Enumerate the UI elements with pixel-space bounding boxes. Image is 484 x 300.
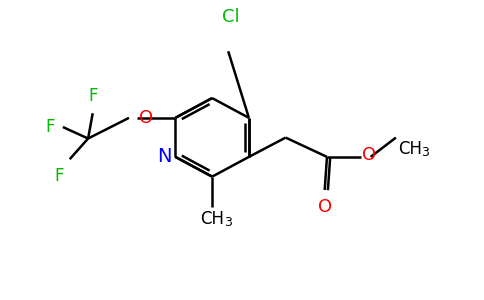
Text: O: O: [139, 109, 153, 127]
Text: CH: CH: [398, 140, 422, 158]
Text: Cl: Cl: [222, 8, 239, 26]
Text: N: N: [157, 147, 172, 167]
Text: O: O: [363, 146, 377, 164]
Text: F: F: [88, 87, 97, 105]
Text: F: F: [55, 167, 64, 185]
Text: 3: 3: [421, 146, 429, 159]
Text: F: F: [45, 118, 55, 136]
Text: CH: CH: [200, 210, 224, 228]
Text: 3: 3: [224, 216, 231, 229]
Text: O: O: [318, 198, 332, 216]
